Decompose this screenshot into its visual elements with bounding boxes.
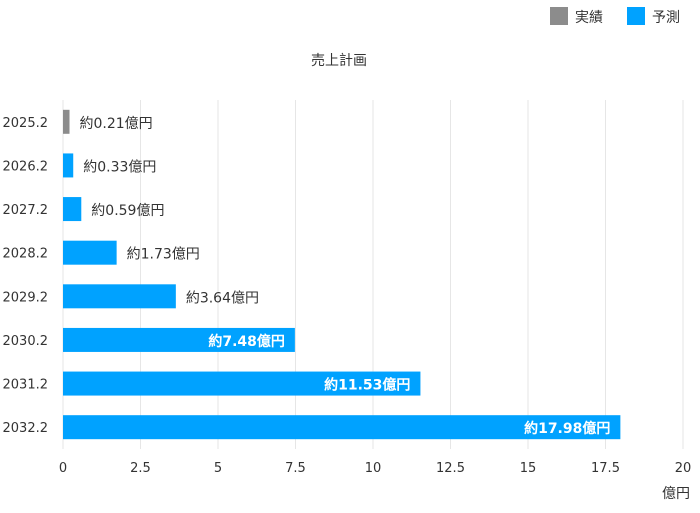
bars-group bbox=[63, 109, 621, 440]
bar bbox=[63, 240, 117, 265]
data-label: 約17.98億円 bbox=[524, 420, 610, 437]
bar bbox=[63, 153, 74, 178]
chart-title: 売上計画 bbox=[311, 53, 367, 69]
x-tick-label: 15 bbox=[520, 461, 537, 476]
data-label: 約7.48億円 bbox=[208, 333, 285, 350]
data-labels-group: 約0.21億円約0.33億円約0.59億円約1.73億円約3.64億円約7.48… bbox=[80, 116, 611, 437]
bar bbox=[63, 197, 82, 222]
legend-swatch-actual bbox=[550, 7, 568, 25]
data-label: 約0.21億円 bbox=[80, 116, 153, 132]
y-axis-labels: 2025.2 2026.2 2027.2 2028.2 2029.2 2030.2 2031… bbox=[3, 116, 49, 436]
y-category-label: 2032.2 bbox=[3, 421, 49, 436]
x-tick-label: 20 bbox=[675, 461, 692, 476]
data-label: 約0.33億円 bbox=[83, 159, 156, 175]
y-category-label: 2027.2 bbox=[3, 203, 49, 218]
y-category-label: 2026.2 bbox=[3, 159, 49, 174]
legend-label-forecast: 予測 bbox=[652, 10, 680, 26]
x-tick-label: 5 bbox=[214, 461, 222, 476]
y-category-label: 2031.2 bbox=[3, 378, 49, 393]
x-tick-label: 2.5 bbox=[130, 461, 151, 476]
data-label: 約11.53億円 bbox=[324, 377, 410, 394]
bar bbox=[63, 371, 421, 396]
legend-label-actual: 実績 bbox=[575, 10, 603, 26]
bar bbox=[63, 284, 176, 309]
grid-lines bbox=[62, 100, 684, 449]
data-label: 約1.73億円 bbox=[127, 247, 200, 263]
bar bbox=[63, 415, 621, 440]
y-category-label: 2028.2 bbox=[3, 247, 49, 262]
data-label: 約0.59億円 bbox=[91, 203, 164, 219]
x-axis-title: 億円 bbox=[662, 486, 690, 502]
legend-swatch-forecast bbox=[627, 7, 645, 25]
legend: 実績 予測 bbox=[550, 7, 680, 26]
data-label: 約3.64億円 bbox=[186, 290, 259, 306]
x-tick-label: 12.5 bbox=[436, 461, 465, 476]
x-tick-label: 17.5 bbox=[591, 461, 620, 476]
y-category-label: 2025.2 bbox=[3, 116, 49, 131]
bar bbox=[63, 327, 295, 352]
x-tick-label: 7.5 bbox=[285, 461, 306, 476]
x-tick-label: 10 bbox=[365, 461, 382, 476]
y-category-label: 2029.2 bbox=[3, 290, 49, 305]
x-tick-label: 0 bbox=[59, 461, 67, 476]
y-category-label: 2030.2 bbox=[3, 334, 49, 349]
bar bbox=[63, 109, 70, 134]
x-axis-labels: 0 2.5 5 7.5 10 12.5 15 17.5 20 bbox=[59, 461, 691, 476]
